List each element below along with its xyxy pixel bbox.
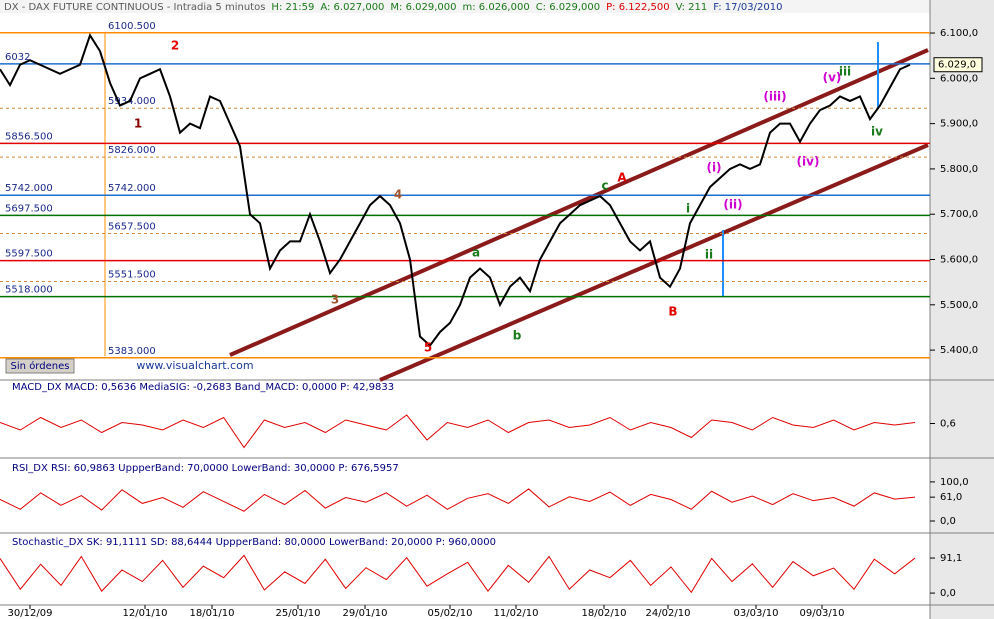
level-label: 6032 [5, 52, 30, 63]
y-tick-label: 0,0 [940, 588, 956, 599]
level-label: 5826.000 [108, 145, 156, 156]
header-part: P: 6.122,500 [606, 2, 669, 13]
level-label: 5657.500 [108, 221, 156, 232]
wave-label: i [686, 202, 690, 216]
header-part: F: 17/03/2010 [713, 2, 782, 13]
panel-header: RSI_DX RSI: 60,9863 UppperBand: 70,0000 … [12, 463, 399, 474]
button-label[interactable]: Sin órdenes [11, 360, 70, 372]
x-tick-label: 18/02/10 [582, 608, 627, 619]
x-tick-label: 30/12/09 [8, 608, 53, 619]
y-tick-label: 5.500,0 [940, 300, 978, 311]
x-tick-label: 12/01/10 [123, 608, 168, 619]
wave-label: a [472, 246, 480, 260]
header-part: C: 6.029,000 [536, 2, 600, 13]
panel-header: Stochastic_DX SK: 91,1111 SD: 88,6444 Up… [12, 537, 496, 548]
price-label: 6.029,0 [938, 60, 976, 71]
header-part: M: 6.029,000 [390, 2, 456, 13]
y-tick-label: 5.700,0 [940, 209, 978, 220]
price-line [0, 32, 911, 348]
x-tick-label: 11/02/10 [494, 608, 539, 619]
panel-header: MACD_DX MACD: 0,5636 MediaSIG: -0,2683 B… [12, 382, 394, 393]
y-tick-label: 100,0 [940, 477, 969, 488]
channel-line [379, 143, 929, 382]
level-label: 5742.000 [108, 183, 156, 194]
x-tick-label: 25/01/10 [276, 608, 321, 619]
price-line [0, 488, 916, 512]
y-tick-label: 0,0 [940, 516, 956, 527]
wave-label: iv [871, 125, 883, 139]
wave-label: c [601, 179, 608, 193]
header-part: V: 211 [676, 2, 708, 13]
level-label: 5697.500 [5, 203, 53, 214]
level-label: 5934.000 [108, 96, 156, 107]
header: DX - DAX FUTURE CONTINUOUS - Intradia 5 … [4, 2, 782, 13]
channel-line [229, 48, 929, 357]
wave-label: (iii) [763, 90, 786, 104]
x-tick-label: 24/02/10 [646, 608, 691, 619]
level-label: 6100.500 [108, 21, 156, 32]
y-tick-label: 61,0 [940, 492, 962, 503]
wave-label: A [617, 171, 627, 185]
x-tick-label: 05/02/10 [428, 608, 473, 619]
x-tick-label: 03/03/10 [734, 608, 779, 619]
y-tick-label: 5.800,0 [940, 164, 978, 175]
x-tick-label: 29/01/10 [343, 608, 388, 619]
wave-label: ii [705, 248, 713, 262]
header-part: DX - DAX FUTURE CONTINUOUS - Intradia 5 … [4, 2, 265, 13]
level-label: 5551.500 [108, 269, 156, 280]
wave-label: 4 [394, 188, 402, 202]
wave-label: (v) [823, 71, 842, 85]
wave-label: 5 [424, 341, 432, 355]
level-label: 5383.000 [108, 346, 156, 357]
header-bar [0, 0, 930, 13]
axis-area [930, 0, 994, 619]
wave-label: (ii) [723, 198, 742, 212]
x-tick-label: 09/03/10 [800, 608, 845, 619]
y-tick-label: 6.100,0 [940, 28, 978, 39]
level-label: 5597.500 [5, 249, 53, 260]
y-tick-label: 91,1 [940, 553, 962, 564]
level-label: 5518.000 [5, 285, 53, 296]
price-line [0, 414, 916, 449]
header-part: A: 6.027,000 [320, 2, 384, 13]
wave-label: b [513, 329, 522, 343]
wave-label: 1 [134, 117, 142, 131]
watermark: www.visualchart.com [136, 359, 253, 372]
header-part: H: 21:59 [271, 2, 314, 13]
y-tick-label: 5.600,0 [940, 255, 978, 266]
wave-label: 3 [331, 293, 339, 307]
button[interactable] [5, 358, 75, 374]
y-tick-label: 0,6 [940, 419, 956, 430]
level-label: 5742.000 [5, 183, 53, 194]
y-tick-label: 5.900,0 [940, 119, 978, 130]
y-tick-label: 6.000,0 [940, 73, 978, 84]
price-box [933, 57, 983, 73]
header-part: m: 6.026,000 [463, 2, 530, 13]
wave-label: B [668, 305, 677, 319]
x-tick-label: 18/01/10 [190, 608, 235, 619]
wave-label: (iv) [797, 155, 820, 169]
y-tick-label: 5.400,0 [940, 345, 978, 356]
wave-label: 2 [171, 39, 179, 53]
wave-label: (i) [706, 161, 721, 175]
level-label: 5856.500 [5, 131, 53, 142]
price-line [0, 554, 916, 594]
wave-label: iii [839, 65, 851, 79]
